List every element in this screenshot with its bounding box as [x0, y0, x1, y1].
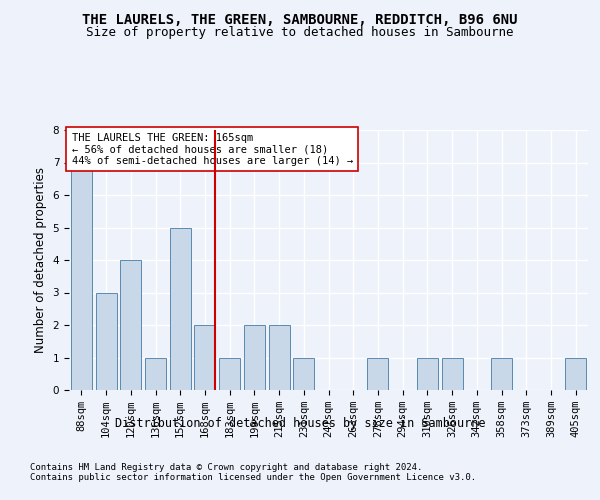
- Bar: [367, 358, 388, 390]
- Bar: [219, 358, 240, 390]
- Y-axis label: Number of detached properties: Number of detached properties: [34, 167, 47, 353]
- Bar: [95, 292, 116, 390]
- Text: Distribution of detached houses by size in Sambourne: Distribution of detached houses by size …: [115, 418, 485, 430]
- Bar: [269, 325, 290, 390]
- Text: THE LAURELS THE GREEN: 165sqm
← 56% of detached houses are smaller (18)
44% of s: THE LAURELS THE GREEN: 165sqm ← 56% of d…: [71, 132, 353, 166]
- Bar: [244, 325, 265, 390]
- Bar: [293, 358, 314, 390]
- Text: Contains HM Land Registry data © Crown copyright and database right 2024.
Contai: Contains HM Land Registry data © Crown c…: [30, 462, 476, 482]
- Bar: [491, 358, 512, 390]
- Bar: [417, 358, 438, 390]
- Bar: [120, 260, 141, 390]
- Bar: [442, 358, 463, 390]
- Text: THE LAURELS, THE GREEN, SAMBOURNE, REDDITCH, B96 6NU: THE LAURELS, THE GREEN, SAMBOURNE, REDDI…: [82, 12, 518, 26]
- Bar: [565, 358, 586, 390]
- Bar: [71, 162, 92, 390]
- Text: Size of property relative to detached houses in Sambourne: Size of property relative to detached ho…: [86, 26, 514, 39]
- Bar: [194, 325, 215, 390]
- Bar: [145, 358, 166, 390]
- Bar: [170, 228, 191, 390]
